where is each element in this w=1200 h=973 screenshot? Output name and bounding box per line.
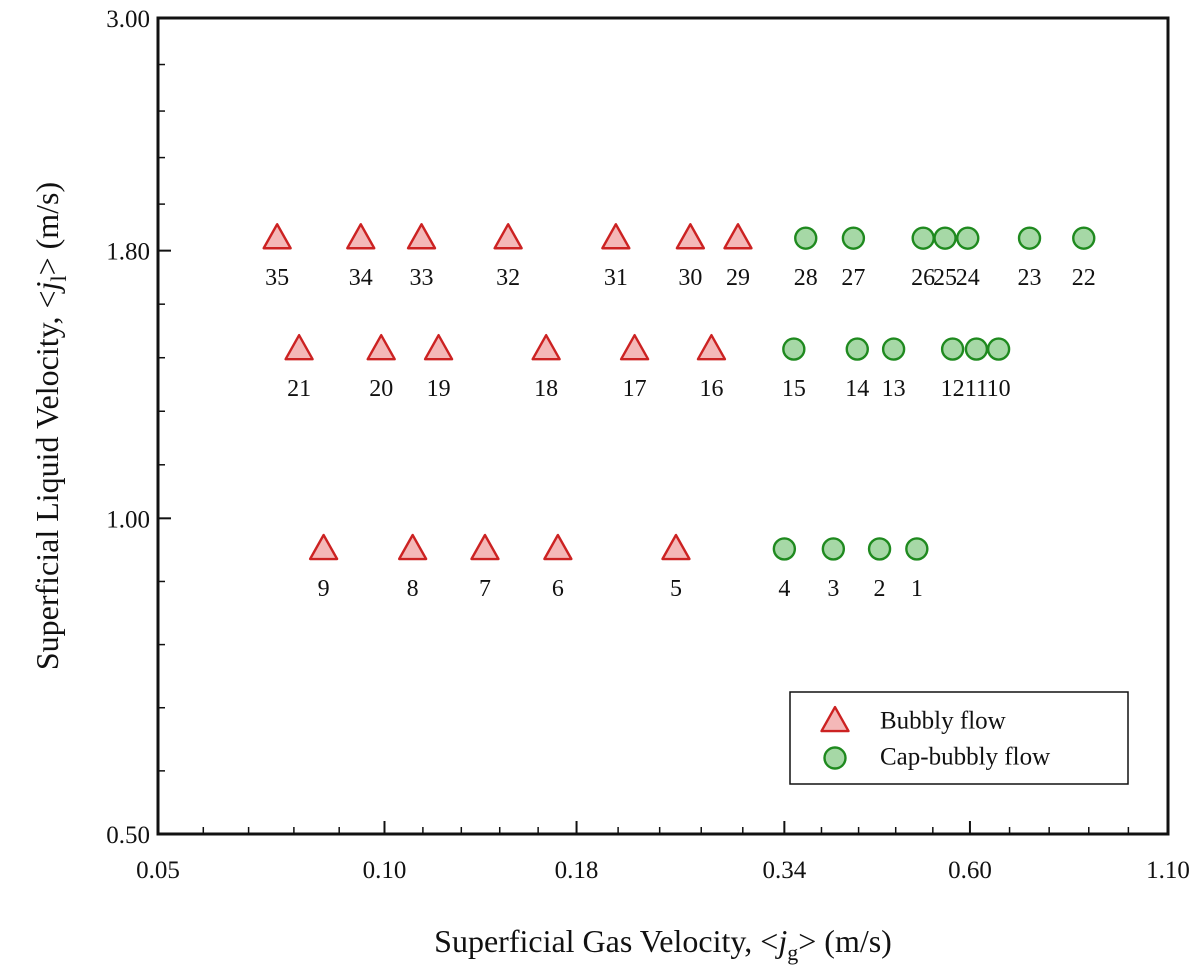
bubbly-flow-point	[723, 223, 753, 250]
bubbly-flow-point	[493, 223, 523, 250]
cap-bubbly-flow-point	[772, 537, 797, 561]
bubbly-flow-point	[406, 223, 437, 250]
legend-triangle-marker	[820, 705, 850, 733]
x-tick-label: 0.05	[136, 857, 180, 884]
point-number-label: 16	[699, 376, 723, 402]
bubbly-flow-point	[601, 223, 631, 250]
point-number-label: 22	[1072, 265, 1096, 291]
cap-bubbly-flow-point	[964, 337, 989, 361]
legend-circle-marker	[823, 746, 847, 770]
bubbly-flow-point	[284, 333, 314, 361]
point-number-label: 13	[882, 376, 906, 402]
point-number-label: 35	[265, 265, 289, 291]
bubbly-flow-point	[661, 533, 691, 561]
point-number-label: 17	[623, 376, 647, 402]
point-number-label: 3	[827, 576, 839, 602]
y-tick-label: 1.00	[106, 506, 150, 533]
point-number-label: 5	[670, 576, 682, 602]
cap-bubbly-flow-point	[1017, 226, 1042, 250]
point-number-label: 4	[778, 576, 790, 602]
bubbly-flow-point	[619, 333, 650, 361]
point-number-label: 7	[479, 576, 491, 602]
bubbly-flow-point	[366, 333, 396, 361]
cap-bubbly-flow-point	[940, 337, 965, 361]
y-tick-label: 0.50	[106, 822, 150, 849]
x-tick-label: 0.34	[762, 857, 806, 884]
point-number-label: 33	[410, 265, 434, 291]
point-number-label: 21	[287, 376, 311, 402]
legend-marker-bubbly	[820, 705, 850, 733]
cap-bubbly-flow-point	[1072, 226, 1096, 250]
point-number-label: 24	[956, 265, 980, 291]
cap-bubbly-flow-point	[905, 537, 929, 561]
point-number-label: 25	[933, 265, 957, 291]
cap-bubbly-flow-point	[986, 337, 1011, 361]
legend: Bubbly flow Cap-bubbly flow	[789, 691, 1129, 785]
bubbly-flow-point	[470, 533, 500, 561]
point-number-label: 32	[496, 265, 520, 291]
point-number-label: 29	[726, 265, 750, 291]
bubbly-flow-point	[675, 223, 706, 250]
cap-bubbly-flow-point	[867, 537, 892, 561]
cap-bubbly-flow-point	[881, 337, 906, 361]
legend-box	[789, 691, 1129, 785]
y-tick-labels: 0.50 1.00 1.80 3.00	[106, 6, 150, 849]
plot-area-frame	[156, 16, 1170, 836]
bubbly-flow-point	[531, 333, 561, 361]
point-number-label: 26	[911, 265, 935, 291]
cap-bubbly-flow-point	[956, 226, 980, 250]
point-number-label: 34	[349, 265, 373, 291]
point-number-label: 23	[1018, 265, 1042, 291]
x-tick-labels: 0.05 0.10 0.18 0.34 0.60 1.10	[136, 857, 1190, 884]
cap-bubbly-flow-point	[821, 537, 846, 561]
y-tick-label: 1.80	[106, 239, 150, 266]
cap-bubbly-flow-point	[933, 226, 957, 250]
point-number-label: 30	[678, 265, 702, 291]
cap-bubbly-flow-point	[911, 226, 935, 250]
cap-bubbly-flow-point	[782, 337, 806, 361]
y-tick-label: 3.00	[106, 6, 150, 33]
bubbly-flow-point	[397, 533, 428, 561]
point-number-label: 6	[552, 576, 564, 602]
x-tick-label: 0.18	[555, 857, 599, 884]
x-tick-label: 0.60	[948, 857, 992, 884]
y-axis-title: Superficial Liquid Velocity, <jl> (m/s)	[29, 182, 71, 670]
bubbly-flow-point	[543, 533, 573, 561]
point-number-label: 19	[427, 376, 451, 402]
point-number-label: 11	[965, 376, 988, 402]
point-number-label: 1	[911, 576, 923, 602]
cap-bubbly-flow-point	[841, 226, 866, 250]
bubbly-flow-point	[696, 333, 727, 361]
bubbly-flow-point	[308, 533, 339, 561]
point-number-label: 8	[407, 576, 419, 602]
point-number-label: 10	[987, 376, 1011, 402]
cap-bubbly-flow-point	[794, 226, 818, 250]
point-number-label: 14	[845, 376, 869, 402]
x-tick-label: 0.10	[363, 857, 407, 884]
x-tick-label: 1.10	[1146, 857, 1190, 884]
bubbly-flow-point	[262, 223, 292, 250]
point-number-label: 28	[794, 265, 818, 291]
data-point-labels: 5678916171819202129303132333435123410111…	[265, 265, 1096, 602]
point-number-label: 18	[534, 376, 558, 402]
data-points	[262, 223, 1096, 561]
point-number-label: 20	[369, 376, 393, 402]
point-number-label: 27	[841, 265, 865, 291]
legend-label-bubbly: Bubbly flow	[880, 708, 1006, 735]
point-number-label: 9	[318, 576, 330, 602]
axis-ticks	[157, 17, 1169, 835]
point-number-label: 31	[604, 265, 628, 291]
bubbly-flow-point	[423, 333, 454, 361]
legend-label-cap-bubbly: Cap-bubbly flow	[880, 744, 1050, 771]
legend-marker-cap-bubbly	[823, 746, 847, 770]
point-number-label: 15	[782, 376, 806, 402]
point-number-label: 2	[874, 576, 886, 602]
x-axis-title: Superficial Gas Velocity, <jg> (m/s)	[434, 923, 892, 965]
point-number-label: 12	[941, 376, 965, 402]
bubbly-flow-point	[346, 223, 376, 250]
cap-bubbly-flow-point	[845, 337, 869, 361]
